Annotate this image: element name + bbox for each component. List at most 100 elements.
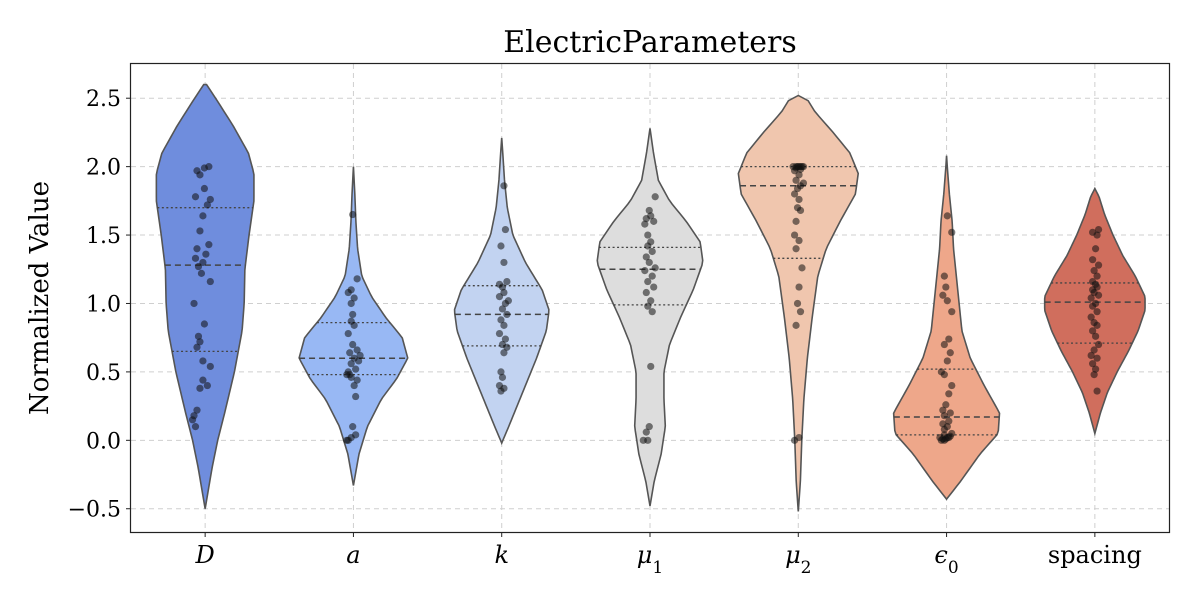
data-point <box>946 349 954 357</box>
data-point <box>500 258 508 267</box>
data-point <box>642 253 650 261</box>
data-point <box>352 392 360 401</box>
data-point <box>346 349 354 357</box>
data-point <box>792 245 800 253</box>
data-point <box>641 220 649 228</box>
data-point <box>503 277 511 286</box>
x-tick-label: D <box>195 541 215 569</box>
y-tick-label: 2.0 <box>86 156 121 181</box>
data-point <box>645 206 653 215</box>
y-tick-labels: −0.5 0.0 0.5 1.0 1.5 2.0 2.5 <box>68 87 131 523</box>
data-point <box>642 428 650 436</box>
data-point <box>647 212 655 220</box>
violin-body <box>892 155 1001 501</box>
data-point <box>349 210 357 219</box>
data-point <box>203 201 211 209</box>
x-tick-label: a <box>346 541 360 569</box>
data-point <box>350 381 358 390</box>
data-point <box>199 376 207 384</box>
y-tick-label: 2.5 <box>86 87 121 112</box>
x-tick-label: μ1 <box>637 541 663 578</box>
data-point <box>790 231 799 239</box>
data-point <box>795 195 803 204</box>
y-tick-label: −0.5 <box>68 498 121 523</box>
data-point <box>353 346 361 354</box>
data-point <box>193 343 201 351</box>
data-point <box>644 231 652 239</box>
data-point <box>648 272 656 280</box>
data-point <box>193 167 201 175</box>
data-point <box>939 420 947 428</box>
data-point <box>1092 245 1100 253</box>
data-point <box>644 277 652 286</box>
data-point <box>650 283 658 291</box>
data-point <box>196 338 204 346</box>
data-point <box>191 193 200 201</box>
data-point <box>350 354 358 362</box>
data-point <box>350 294 358 302</box>
data-point <box>199 212 207 220</box>
data-point <box>353 275 361 283</box>
data-point <box>795 236 803 245</box>
data-point <box>1087 351 1095 360</box>
data-point <box>500 321 508 329</box>
data-point <box>503 310 511 319</box>
data-point <box>940 431 948 439</box>
data-point <box>501 225 510 234</box>
data-point <box>349 310 357 319</box>
data-point <box>495 381 504 390</box>
data-point <box>193 245 201 253</box>
data-point <box>347 299 355 308</box>
data-point <box>644 302 652 310</box>
data-point <box>205 163 213 171</box>
data-point <box>937 368 945 376</box>
data-point <box>200 320 208 328</box>
data-point <box>1092 332 1100 340</box>
data-point <box>497 316 505 324</box>
data-point <box>349 423 357 431</box>
data-point <box>498 305 507 313</box>
data-point <box>790 190 799 198</box>
data-point <box>497 368 505 376</box>
data-point <box>939 291 947 299</box>
data-point <box>498 340 507 349</box>
data-point <box>648 247 656 256</box>
data-point <box>647 297 655 305</box>
data-point <box>948 429 956 438</box>
x-tick-label: ϵ0 <box>934 541 958 578</box>
data-point <box>940 340 948 349</box>
data-point <box>943 357 951 365</box>
data-point <box>1089 360 1097 368</box>
data-point <box>1090 371 1098 379</box>
data-point <box>1090 267 1098 275</box>
data-point <box>347 317 355 325</box>
data-point <box>206 362 214 371</box>
data-point <box>501 335 510 343</box>
data-point <box>943 212 951 220</box>
x-tick-label: spacing <box>1048 541 1142 569</box>
data-point <box>945 417 953 425</box>
data-point <box>194 332 203 340</box>
data-point <box>191 423 200 431</box>
y-tick-label: 1.0 <box>86 292 121 317</box>
data-point <box>203 381 211 390</box>
data-point <box>795 433 803 442</box>
data-points <box>188 163 1103 444</box>
data-point <box>347 360 355 368</box>
data-point <box>504 297 512 305</box>
data-point <box>1089 277 1097 286</box>
data-point <box>1094 261 1103 269</box>
violin-body <box>155 83 255 509</box>
data-point <box>645 258 653 267</box>
data-point <box>196 227 204 235</box>
data-point <box>943 297 951 305</box>
data-point <box>645 423 653 431</box>
data-point <box>792 163 800 171</box>
axes-frame <box>129 62 1171 534</box>
data-point <box>945 390 953 398</box>
data-point <box>945 335 953 343</box>
data-point <box>1094 225 1103 234</box>
data-point <box>199 258 207 267</box>
data-point <box>940 412 948 420</box>
